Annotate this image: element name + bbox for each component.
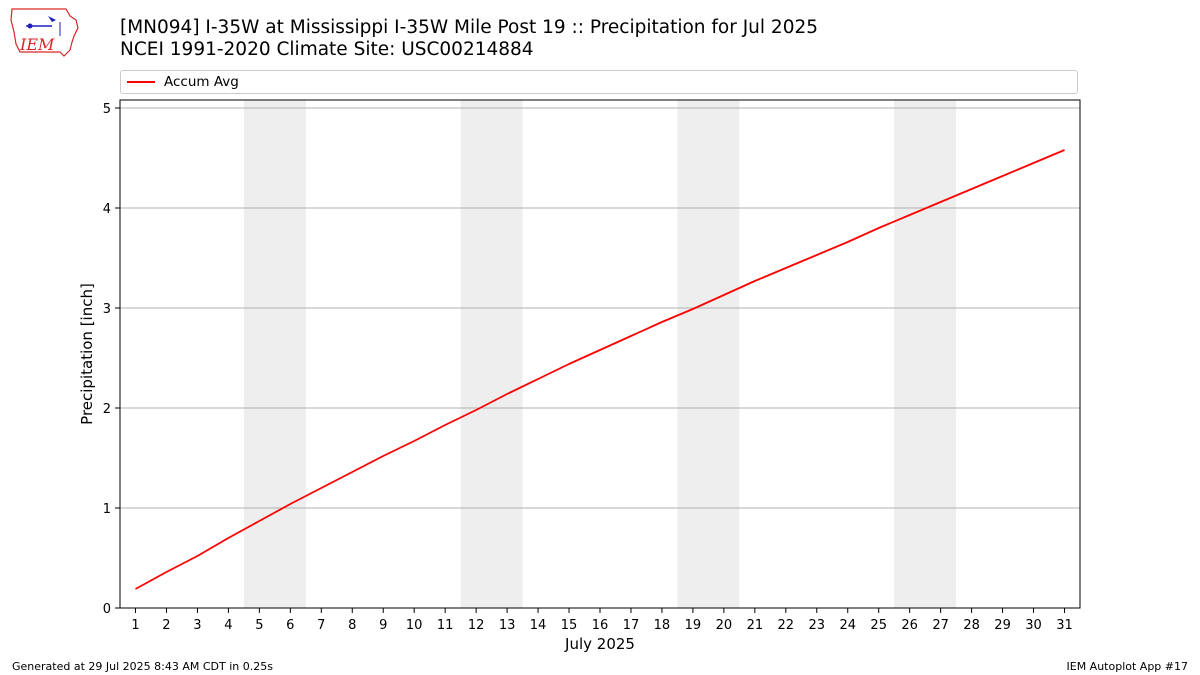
data-point-day-1 (135, 588, 136, 589)
x-tick-label: 1 (131, 618, 139, 633)
x-axis-label: July 2025 (564, 635, 635, 653)
data-point-day-21 (754, 280, 755, 281)
x-tick-label: 12 (468, 618, 485, 633)
y-tick-label: 2 (103, 402, 111, 417)
data-point-day-18 (661, 321, 662, 322)
x-tick-label: 14 (530, 618, 547, 633)
data-point-day-15 (568, 363, 569, 364)
x-tick-label: 5 (255, 618, 263, 633)
x-tick-label: 31 (1056, 618, 1073, 633)
weekend-shade-2 (677, 100, 740, 608)
y-tick-label: 4 (103, 202, 111, 217)
x-tick-label: 16 (592, 618, 609, 633)
x-tick-label: 15 (561, 618, 578, 633)
data-point-day-22 (785, 267, 786, 268)
data-point-day-13 (506, 393, 507, 394)
data-point-day-3 (197, 555, 198, 556)
data-point-day-14 (537, 378, 538, 379)
x-tick-label: 11 (437, 618, 454, 633)
y-tick-label: 0 (103, 602, 111, 617)
data-point-day-31 (1064, 149, 1065, 150)
data-point-day-20 (723, 294, 724, 295)
x-tick-label: 2 (162, 618, 170, 633)
footer-app-text: IEM Autoplot App #17 (1066, 660, 1189, 673)
x-tick-label: 29 (994, 618, 1011, 633)
data-point-day-25 (878, 227, 879, 228)
x-tick-label: 20 (716, 618, 733, 633)
x-tick-label: 28 (963, 618, 980, 633)
x-tick-label: 7 (317, 618, 325, 633)
data-point-day-5 (259, 520, 260, 521)
x-tick-label: 22 (778, 618, 795, 633)
x-tick-label: 30 (1025, 618, 1042, 633)
x-tick-label: 4 (224, 618, 232, 633)
weekend-shade-1 (460, 100, 523, 608)
x-tick-label: 9 (379, 618, 387, 633)
data-point-day-17 (630, 335, 631, 336)
data-point-day-27 (940, 201, 941, 202)
data-point-day-4 (228, 537, 229, 538)
data-point-day-28 (971, 188, 972, 189)
weekend-shade-0 (243, 100, 306, 608)
y-tick-label: 5 (103, 102, 111, 117)
x-tick-label: 6 (286, 618, 294, 633)
data-point-day-7 (321, 487, 322, 488)
x-tick-label: 8 (348, 618, 356, 633)
weather-station-icon (27, 23, 33, 29)
data-point-day-9 (383, 455, 384, 456)
x-tick-label: 21 (747, 618, 764, 633)
legend-line-swatch (127, 81, 155, 83)
x-tick-label: 27 (932, 618, 949, 633)
x-tick-label: 13 (499, 618, 516, 633)
x-tick-label: 19 (685, 618, 702, 633)
y-axis-label: Precipitation [inch] (78, 283, 96, 425)
data-point-day-26 (909, 214, 910, 215)
data-point-day-30 (1033, 162, 1034, 163)
wind-barb-icon (48, 16, 56, 22)
data-point-day-6 (290, 503, 291, 504)
x-tick-label: 26 (901, 618, 918, 633)
x-tick-label: 18 (654, 618, 671, 633)
data-point-day-11 (445, 424, 446, 425)
iem-logo: IEM (10, 8, 79, 57)
data-point-day-19 (692, 308, 693, 309)
legend-label: Accum Avg (164, 74, 239, 90)
footer-generated-text: Generated at 29 Jul 2025 8:43 AM CDT in … (12, 660, 273, 673)
legend: Accum Avg (120, 70, 1078, 94)
y-tick-label: 3 (103, 302, 111, 317)
data-point-day-12 (476, 409, 477, 410)
x-tick-label: 10 (406, 618, 423, 633)
y-tick-label: 1 (103, 502, 111, 517)
data-point-day-23 (816, 254, 817, 255)
logo-text: IEM (19, 35, 55, 54)
x-tick-label: 17 (623, 618, 640, 633)
weekend-shade-3 (894, 100, 957, 608)
x-tick-label: 24 (839, 618, 856, 633)
data-point-day-8 (352, 471, 353, 472)
chart-title: [MN094] I-35W at Mississippi I-35W Mile … (120, 17, 819, 38)
chart-subtitle: NCEI 1991-2020 Climate Site: USC00214884 (120, 39, 534, 60)
iowa-outline-icon (10, 8, 79, 57)
data-point-day-2 (166, 571, 167, 572)
data-point-day-16 (599, 349, 600, 350)
x-tick-label: 3 (193, 618, 201, 633)
x-tick-label: 25 (870, 618, 887, 633)
data-point-day-10 (414, 440, 415, 441)
data-point-day-24 (847, 241, 848, 242)
data-point-day-29 (1002, 175, 1003, 176)
x-tick-label: 23 (809, 618, 826, 633)
series-line-accum-avg (135, 149, 1065, 590)
